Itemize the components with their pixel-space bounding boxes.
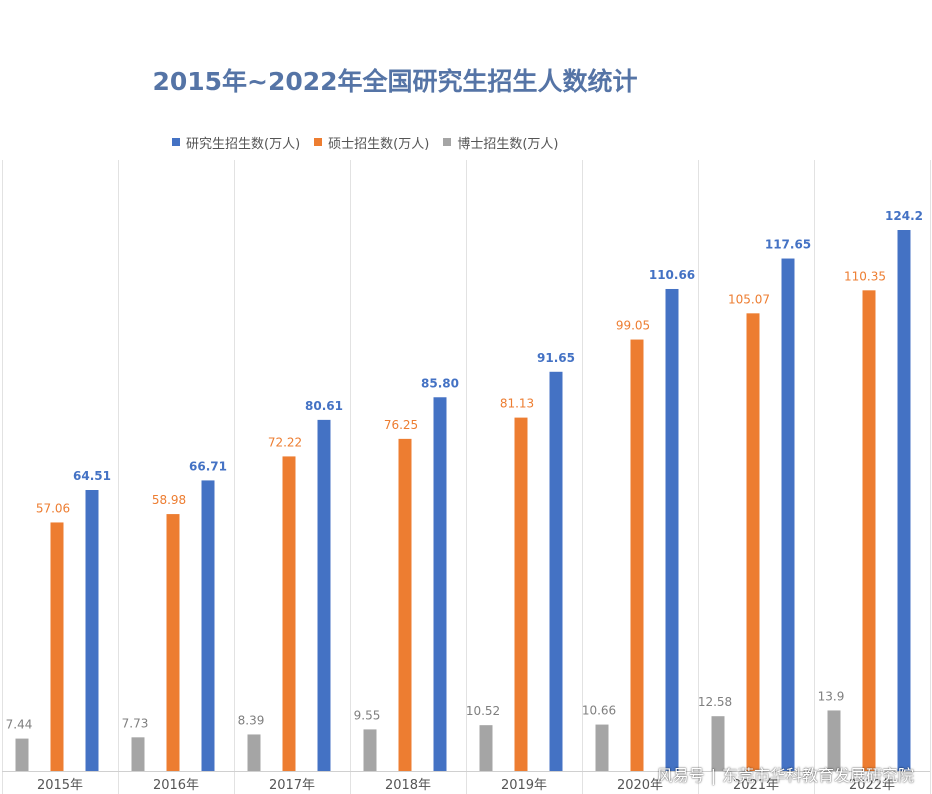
- legend-swatch: [443, 138, 452, 146]
- data-label: 80.61: [305, 399, 343, 413]
- data-label: 124.2: [885, 209, 923, 223]
- legend-label: 研究生招生数(万人): [186, 136, 301, 152]
- x-tick-label: 2021年: [733, 778, 779, 793]
- bar: [479, 725, 493, 771]
- x-tick-label: 2017年: [269, 778, 315, 793]
- data-label: 7.73: [122, 716, 149, 730]
- bar: [166, 514, 180, 771]
- bar: [514, 417, 528, 771]
- legend-swatch: [172, 138, 180, 146]
- legend-swatch: [314, 138, 323, 146]
- data-label: 76.25: [384, 418, 418, 432]
- data-label: 12.58: [698, 695, 732, 709]
- data-label: 7.44: [6, 718, 33, 732]
- x-tick-label: 2015年: [37, 778, 83, 793]
- bar: [711, 716, 725, 771]
- bar: [862, 290, 876, 771]
- bar: [201, 480, 215, 771]
- bar: [398, 438, 412, 771]
- data-label: 8.39: [238, 713, 265, 727]
- data-label: 10.52: [466, 704, 500, 718]
- legend-item: 硕士招生数(万人): [314, 133, 429, 152]
- data-label: 10.66: [582, 704, 616, 718]
- x-tick-label: 2018年: [385, 778, 431, 793]
- watermark-separator: |: [710, 766, 716, 785]
- data-label: 99.05: [616, 319, 650, 333]
- data-label: 58.98: [152, 493, 186, 507]
- data-label: 91.65: [537, 351, 575, 365]
- bar: [897, 230, 911, 771]
- data-label: 13.9: [818, 689, 845, 703]
- bar: [746, 313, 760, 771]
- bar: [50, 522, 64, 771]
- bar: [433, 397, 447, 771]
- x-tick-label: 2022年: [849, 778, 895, 793]
- bar: [363, 729, 377, 771]
- legend-item: 博士招生数(万人): [443, 133, 558, 152]
- data-label: 105.07: [728, 292, 770, 306]
- bar: [781, 258, 795, 771]
- data-label: 72.22: [268, 435, 302, 449]
- data-label: 117.65: [765, 238, 811, 252]
- bar: [247, 734, 261, 771]
- bar: [282, 456, 296, 771]
- legend-label: 硕士招生数(万人): [328, 136, 430, 152]
- x-tick-label: 2019年: [501, 778, 547, 793]
- bar: [85, 490, 99, 771]
- bar: [595, 724, 609, 771]
- bar: [630, 339, 644, 771]
- legend: 研究生招生数(万人) 硕士招生数(万人) 博士招生数(万人): [172, 132, 572, 152]
- data-label: 66.71: [189, 459, 227, 473]
- x-tick-label: 2020年: [617, 778, 663, 793]
- data-label: 81.13: [500, 397, 534, 411]
- bar: [131, 737, 145, 771]
- data-label: 110.66: [649, 268, 695, 282]
- data-label: 57.06: [36, 501, 70, 515]
- x-tick-label: 2016年: [153, 778, 199, 793]
- data-label: 64.51: [73, 469, 111, 483]
- watermark-source: 东莞市华科教育发展研究院: [721, 766, 914, 785]
- bar: [15, 738, 29, 771]
- data-label: 110.35: [844, 269, 886, 283]
- bar: [665, 288, 679, 771]
- watermark: 风易号 | 东莞市华科教育发展研究院: [657, 762, 914, 786]
- data-label: 9.55: [354, 708, 381, 722]
- chart-title: 2015年~2022年全国研究生招生人数统计: [152, 67, 638, 96]
- legend-item: 研究生招生数(万人): [172, 133, 300, 152]
- bar: [317, 419, 331, 771]
- bar: [549, 371, 563, 771]
- watermark-platform: 风易号: [656, 766, 705, 785]
- bar: [827, 710, 841, 771]
- legend-label: 博士招生数(万人): [457, 136, 559, 152]
- data-label: 85.80: [421, 376, 459, 390]
